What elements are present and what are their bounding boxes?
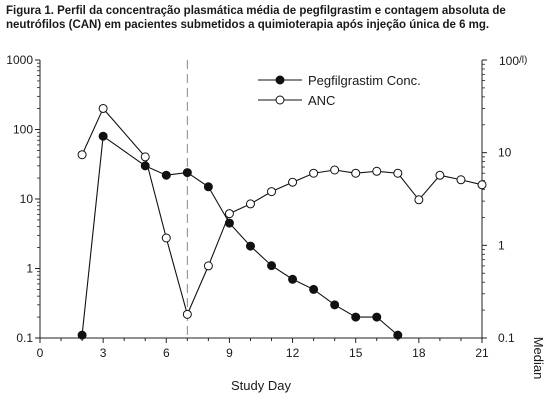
legend-label-2: ANC xyxy=(308,93,335,108)
anc-point xyxy=(140,152,150,162)
y-right-tick-label: 0.1 xyxy=(498,331,515,345)
x-tick-label: 18 xyxy=(412,346,426,360)
pegfilgrastim-point xyxy=(267,261,277,271)
series-line-1 xyxy=(81,135,399,336)
series-layer xyxy=(77,103,487,340)
anc-point xyxy=(393,168,403,178)
pegfilgrastim-point xyxy=(309,284,319,294)
anc-point xyxy=(309,168,319,178)
anc-point xyxy=(288,177,298,187)
anc-point xyxy=(161,233,171,243)
x-tick-label: 3 xyxy=(100,346,107,360)
legend-marker-2 xyxy=(275,95,285,105)
x-tick-label: 21 xyxy=(475,346,489,360)
caption-line-2: neutrófilos (CAN) em pacientes submetido… xyxy=(6,19,490,31)
x-tick-label: 12 xyxy=(286,346,300,360)
x-tick-label: 0 xyxy=(37,346,44,360)
y-right-tick-label: 10 xyxy=(498,146,512,160)
anc-point xyxy=(456,175,466,185)
anc-point xyxy=(182,309,192,319)
axes: 0 3 6 9 12 15 18 21 Study Day 0.1 1 10 100 1000 0.1 1 10… xyxy=(6,53,546,393)
pegfilgrastim-point xyxy=(393,330,403,340)
pegfilgrastim-point xyxy=(245,241,255,251)
y-left-tick-label: 1 xyxy=(26,262,33,276)
anc-point xyxy=(414,195,424,205)
anc-point xyxy=(77,150,87,160)
series-line-2 xyxy=(81,107,483,316)
pegfilgrastim-point xyxy=(372,312,382,322)
y-left-tick-label: 10 xyxy=(20,192,34,206)
pegfilgrastim-point xyxy=(182,168,192,178)
anc-point xyxy=(203,261,213,271)
x-axis-label: Study Day xyxy=(231,378,291,393)
x-tick-label: 15 xyxy=(349,346,363,360)
y-left-tick-label: 0.1 xyxy=(16,331,33,345)
y-right-tick-label: 1 xyxy=(498,238,505,252)
pegfilgrastim-point xyxy=(98,131,108,141)
pegfilgrastim-point xyxy=(203,182,213,192)
legend-label-1: Pegfilgrastim Conc. xyxy=(308,73,421,88)
pegfilgrastim-point xyxy=(77,330,87,340)
anc-point xyxy=(224,209,234,219)
y-right-top-label: 100 xyxy=(499,54,519,68)
anc-point xyxy=(477,180,487,190)
pegfilgrastim-point xyxy=(288,274,298,284)
anc-point xyxy=(351,168,361,178)
anc-point xyxy=(267,187,277,197)
pegfilgrastim-point xyxy=(161,170,171,180)
y-right-axis-label: Median xyxy=(531,337,546,380)
anc-point xyxy=(372,166,382,176)
y-left-tick-label: 1000 xyxy=(6,53,33,67)
anc-point xyxy=(245,199,255,209)
caption-line-1: Figura 1. Perfil da concentração plasmát… xyxy=(6,5,506,17)
anc-point xyxy=(435,170,445,180)
anc-point xyxy=(330,165,340,175)
x-tick-label: 9 xyxy=(226,346,233,360)
y-right-unit-fragment: /l) xyxy=(519,55,527,66)
anc-point xyxy=(98,103,108,113)
pegfilgrastim-point xyxy=(351,312,361,322)
x-tick-label: 6 xyxy=(163,346,170,360)
y-left-tick-label: 100 xyxy=(13,123,33,137)
legend-marker-1 xyxy=(275,75,285,85)
pegfilgrastim-point xyxy=(330,300,340,310)
legend: Pegfilgrastim Conc. ANC xyxy=(258,73,421,108)
figure-caption: Figura 1. Perfil da concentração plasmát… xyxy=(6,4,546,32)
